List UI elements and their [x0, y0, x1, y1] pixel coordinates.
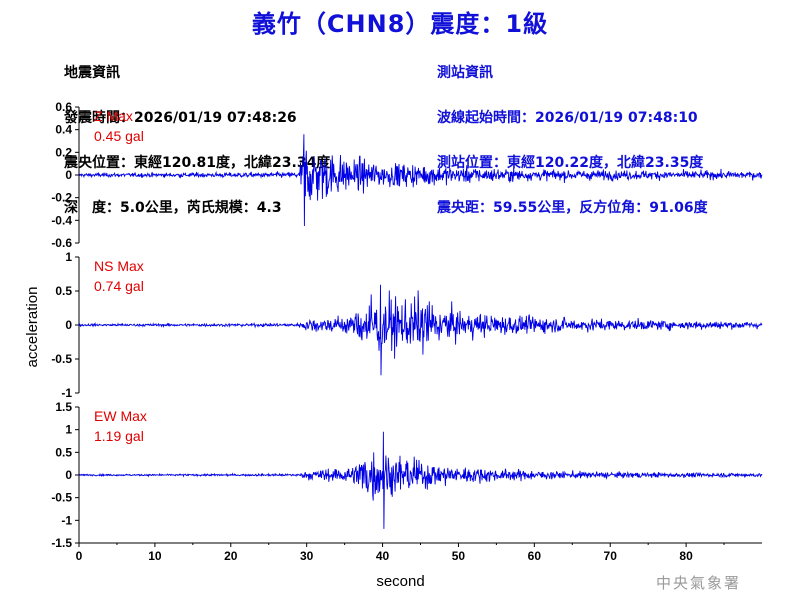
y-tick-label: 1	[65, 250, 72, 264]
station-info-block: 測站資訊 波線起始時間：2026/01/19 07:48:10 測站位置：東經1…	[437, 36, 708, 231]
component-label-z: Z Max	[94, 108, 133, 124]
y-tick-label: 0.6	[55, 100, 72, 114]
x-tick-label: 0	[76, 549, 83, 563]
y-tick-label: 0	[65, 468, 72, 482]
epicenter-location: 震央位置：東經120.81度，北緯23.34度	[64, 155, 331, 171]
y-tick-label: 1.5	[55, 400, 72, 414]
x-tick-label: 30	[300, 549, 314, 563]
y-tick-label: 0	[65, 168, 72, 182]
y-tick-label: 0.5	[55, 284, 72, 298]
y-axis-label: acceleration	[24, 287, 41, 368]
x-tick-label: 10	[148, 549, 162, 563]
station-title: 義竹（CHN8）震度：1級	[251, 10, 549, 38]
y-tick-label: 0.4	[55, 123, 72, 137]
y-tick-label: -0.2	[51, 191, 72, 205]
earthquake-info-header: 地震資訊	[64, 65, 120, 81]
y-tick-label: -1	[61, 386, 72, 400]
y-tick-label: 0.5	[55, 445, 72, 459]
origin-time: 發震時間：2026/01/19 07:48:26	[64, 110, 297, 126]
component-max-ns: 0.74 gal	[94, 278, 144, 294]
depth-magnitude: 深 度：5.0公里，芮氏規模：4.3	[64, 200, 282, 216]
y-tick-label: 1	[65, 423, 72, 437]
x-tick-label: 70	[604, 549, 618, 563]
x-tick-label: 80	[679, 549, 693, 563]
x-tick-label: 40	[376, 549, 390, 563]
component-label-ns: NS Max	[94, 258, 144, 274]
waveform-ew	[78, 431, 763, 529]
x-tick-label: 20	[224, 549, 238, 563]
component-label-ew: EW Max	[94, 408, 147, 424]
x-tick-label: 60	[528, 549, 542, 563]
x-axis-label: second	[376, 573, 424, 590]
y-tick-label: 0	[65, 318, 72, 332]
y-tick-label: -0.4	[51, 213, 72, 227]
y-tick-label: -0.6	[51, 236, 72, 250]
waveform-ns	[78, 284, 763, 376]
station-location: 測站位置：東經120.22度，北緯23.35度	[437, 155, 704, 171]
agency-label: 中央氣象署	[656, 574, 742, 592]
epicentral-distance: 震央距：59.55公里，反方位角：91.06度	[437, 200, 708, 216]
component-max-z: 0.45 gal	[94, 128, 144, 144]
wave-start-time: 波線起始時間：2026/01/19 07:48:10	[437, 110, 698, 126]
station-info-header: 測站資訊	[437, 65, 493, 81]
y-tick-label: -1.5	[51, 536, 72, 550]
waveform-z	[78, 134, 763, 227]
y-tick-label: -1	[61, 513, 72, 527]
y-tick-label: -0.5	[51, 491, 72, 505]
x-tick-label: 50	[452, 549, 466, 563]
y-tick-label: -0.5	[51, 352, 72, 366]
earthquake-info-block: 地震資訊 發震時間：2026/01/19 07:48:26 震央位置：東經120…	[64, 36, 330, 231]
component-max-ew: 1.19 gal	[94, 428, 144, 444]
y-tick-label: 0.2	[55, 145, 72, 159]
